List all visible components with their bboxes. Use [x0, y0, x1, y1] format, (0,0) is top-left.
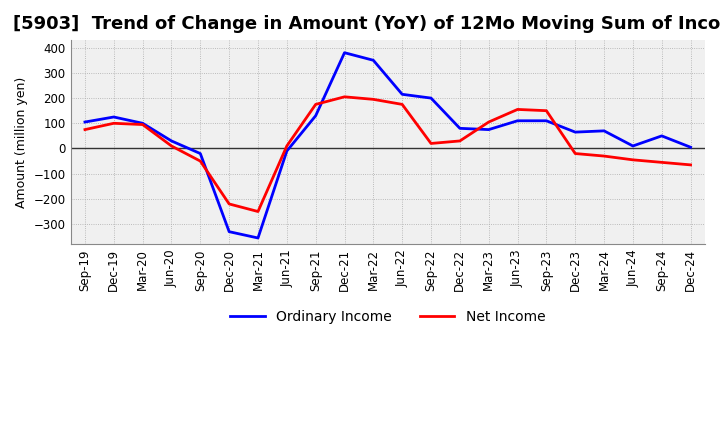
- Net Income: [138, 122, 147, 127]
- Ordinary Income: [600, 128, 608, 133]
- Net Income: [311, 102, 320, 107]
- Ordinary Income: [427, 95, 436, 101]
- Ordinary Income: [657, 133, 666, 139]
- Y-axis label: Amount (million yen): Amount (million yen): [15, 77, 28, 208]
- Net Income: [513, 107, 522, 112]
- Net Income: [398, 102, 407, 107]
- Net Income: [196, 158, 204, 164]
- Ordinary Income: [629, 143, 637, 149]
- Net Income: [369, 97, 378, 102]
- Net Income: [427, 141, 436, 146]
- Ordinary Income: [398, 92, 407, 97]
- Title: [5903]  Trend of Change in Amount (YoY) of 12Mo Moving Sum of Incomes: [5903] Trend of Change in Amount (YoY) o…: [14, 15, 720, 33]
- Ordinary Income: [282, 148, 291, 154]
- Ordinary Income: [311, 113, 320, 118]
- Ordinary Income: [456, 126, 464, 131]
- Line: Ordinary Income: Ordinary Income: [85, 53, 690, 238]
- Ordinary Income: [340, 50, 348, 55]
- Ordinary Income: [138, 121, 147, 126]
- Net Income: [340, 94, 348, 99]
- Ordinary Income: [686, 145, 695, 150]
- Ordinary Income: [81, 119, 89, 125]
- Ordinary Income: [253, 235, 262, 241]
- Net Income: [657, 160, 666, 165]
- Net Income: [167, 143, 176, 149]
- Net Income: [542, 108, 551, 114]
- Ordinary Income: [542, 118, 551, 123]
- Net Income: [686, 162, 695, 168]
- Ordinary Income: [485, 127, 493, 132]
- Ordinary Income: [571, 129, 580, 135]
- Net Income: [81, 127, 89, 132]
- Net Income: [456, 138, 464, 143]
- Ordinary Income: [167, 138, 176, 143]
- Net Income: [225, 202, 233, 207]
- Legend: Ordinary Income, Net Income: Ordinary Income, Net Income: [225, 304, 551, 329]
- Net Income: [600, 154, 608, 159]
- Ordinary Income: [196, 151, 204, 156]
- Ordinary Income: [109, 114, 118, 120]
- Net Income: [109, 121, 118, 126]
- Ordinary Income: [369, 58, 378, 63]
- Net Income: [485, 119, 493, 125]
- Line: Net Income: Net Income: [85, 97, 690, 212]
- Ordinary Income: [225, 229, 233, 235]
- Net Income: [571, 151, 580, 156]
- Net Income: [253, 209, 262, 214]
- Net Income: [282, 143, 291, 149]
- Net Income: [629, 157, 637, 162]
- Ordinary Income: [513, 118, 522, 123]
